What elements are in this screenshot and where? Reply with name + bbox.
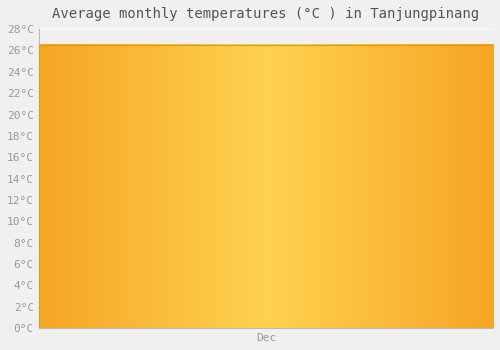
- Title: Average monthly temperatures (°C ) in Tanjungpinang: Average monthly temperatures (°C ) in Ta…: [52, 7, 480, 21]
